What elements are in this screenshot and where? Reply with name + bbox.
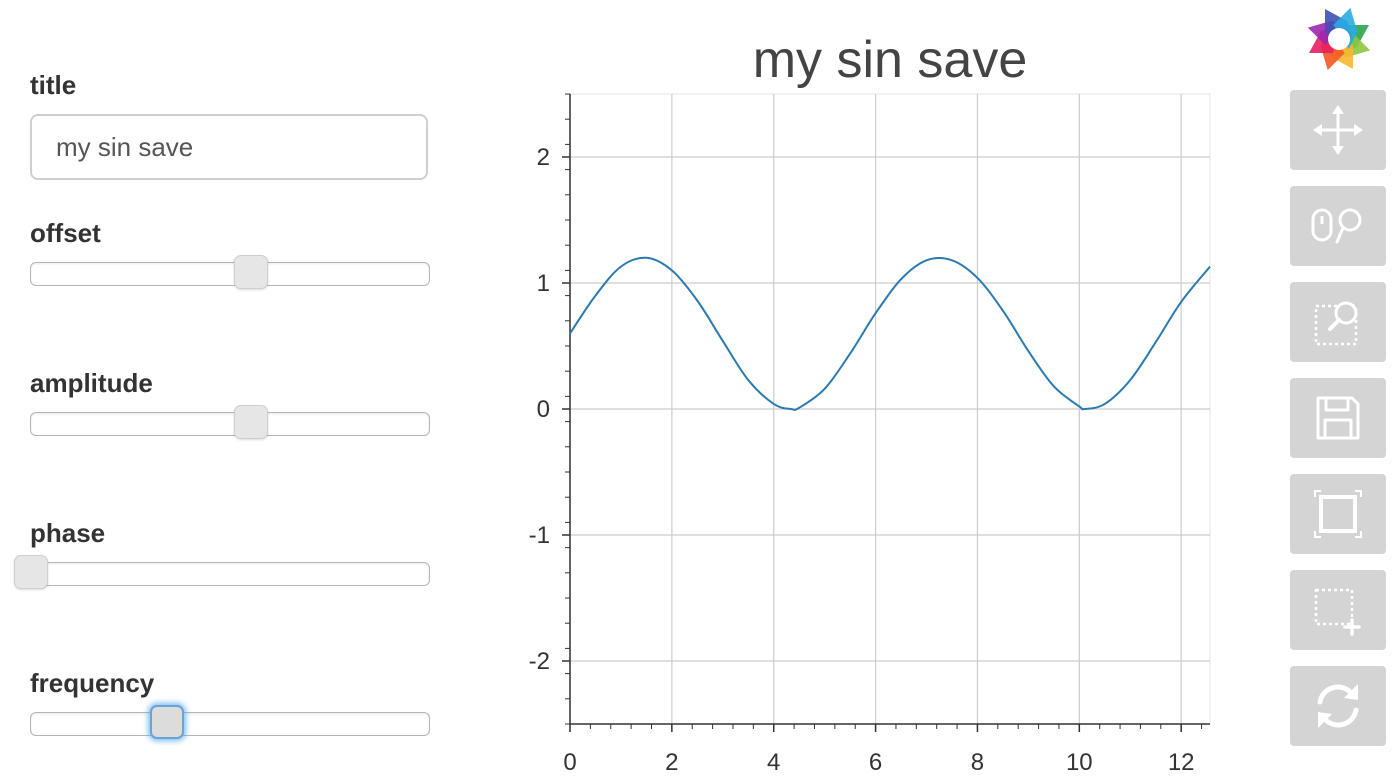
box-select-tool-button[interactable] bbox=[1290, 570, 1386, 650]
pan-icon bbox=[1313, 105, 1363, 155]
y-tick-label: -1 bbox=[529, 522, 550, 549]
amplitude-label: amplitude bbox=[30, 368, 153, 398]
frequency-label: frequency bbox=[30, 668, 155, 698]
x-tick-label: 12 bbox=[1168, 749, 1195, 776]
amplitude-slider-handle[interactable] bbox=[234, 405, 268, 439]
box-zoom-icon bbox=[1314, 301, 1358, 346]
plot-toolbar bbox=[1290, 0, 1386, 782]
phase-slider[interactable] bbox=[14, 555, 430, 589]
title-label: title bbox=[30, 70, 77, 100]
offset-slider[interactable] bbox=[30, 255, 430, 289]
title-input[interactable] bbox=[30, 114, 428, 180]
plot[interactable]: my sin save 0 2 4 6 8 10 12 2 1 0 -1 -2 bbox=[500, 0, 1260, 782]
box-select-icon bbox=[1314, 588, 1361, 636]
save-tool-button[interactable] bbox=[1290, 378, 1386, 458]
refresh-icon bbox=[1317, 684, 1359, 728]
phase-slider-handle[interactable] bbox=[14, 555, 48, 589]
offset-label: offset bbox=[30, 218, 101, 248]
amplitude-slider-track[interactable] bbox=[30, 412, 430, 436]
controls-panel: title offset amplitude phase frequency bbox=[0, 0, 470, 782]
amplitude-slider[interactable] bbox=[30, 405, 430, 439]
pan-tool-button[interactable] bbox=[1290, 90, 1386, 170]
box-zoom-tool-button[interactable] bbox=[1290, 282, 1386, 362]
chart-title: my sin save bbox=[752, 31, 1028, 89]
refresh-tool-button[interactable] bbox=[1290, 666, 1386, 746]
x-tick-label: 4 bbox=[767, 749, 780, 776]
logo-center bbox=[1328, 28, 1350, 50]
sine-line bbox=[569, 256, 1211, 411]
offset-slider-track[interactable] bbox=[30, 262, 430, 286]
frequency-slider-track[interactable] bbox=[30, 712, 430, 736]
x-tick-label: 2 bbox=[665, 749, 678, 776]
wheel-zoom-icon bbox=[1311, 208, 1362, 244]
y-tick-label: 1 bbox=[537, 270, 550, 297]
logo-petal bbox=[1333, 7, 1358, 49]
y-tick-label: -2 bbox=[529, 648, 550, 675]
y-tick-label: 0 bbox=[537, 396, 550, 423]
frequency-slider-handle[interactable] bbox=[150, 705, 184, 739]
x-tick-label: 0 bbox=[563, 749, 576, 776]
save-icon bbox=[1316, 396, 1360, 440]
x-tick-label: 10 bbox=[1066, 749, 1093, 776]
reset-icon bbox=[1314, 490, 1362, 538]
bokeh-logo-icon[interactable] bbox=[1302, 2, 1376, 76]
phase-slider-track[interactable] bbox=[30, 562, 430, 586]
offset-slider-handle[interactable] bbox=[234, 255, 268, 289]
y-tick-label: 2 bbox=[537, 144, 550, 171]
frequency-slider[interactable] bbox=[30, 705, 430, 739]
wheel-zoom-tool-button[interactable] bbox=[1290, 186, 1386, 266]
phase-label: phase bbox=[30, 518, 106, 548]
x-tick-label: 8 bbox=[971, 749, 984, 776]
reset-view-tool-button[interactable] bbox=[1290, 474, 1386, 554]
x-tick-label: 6 bbox=[869, 749, 882, 776]
